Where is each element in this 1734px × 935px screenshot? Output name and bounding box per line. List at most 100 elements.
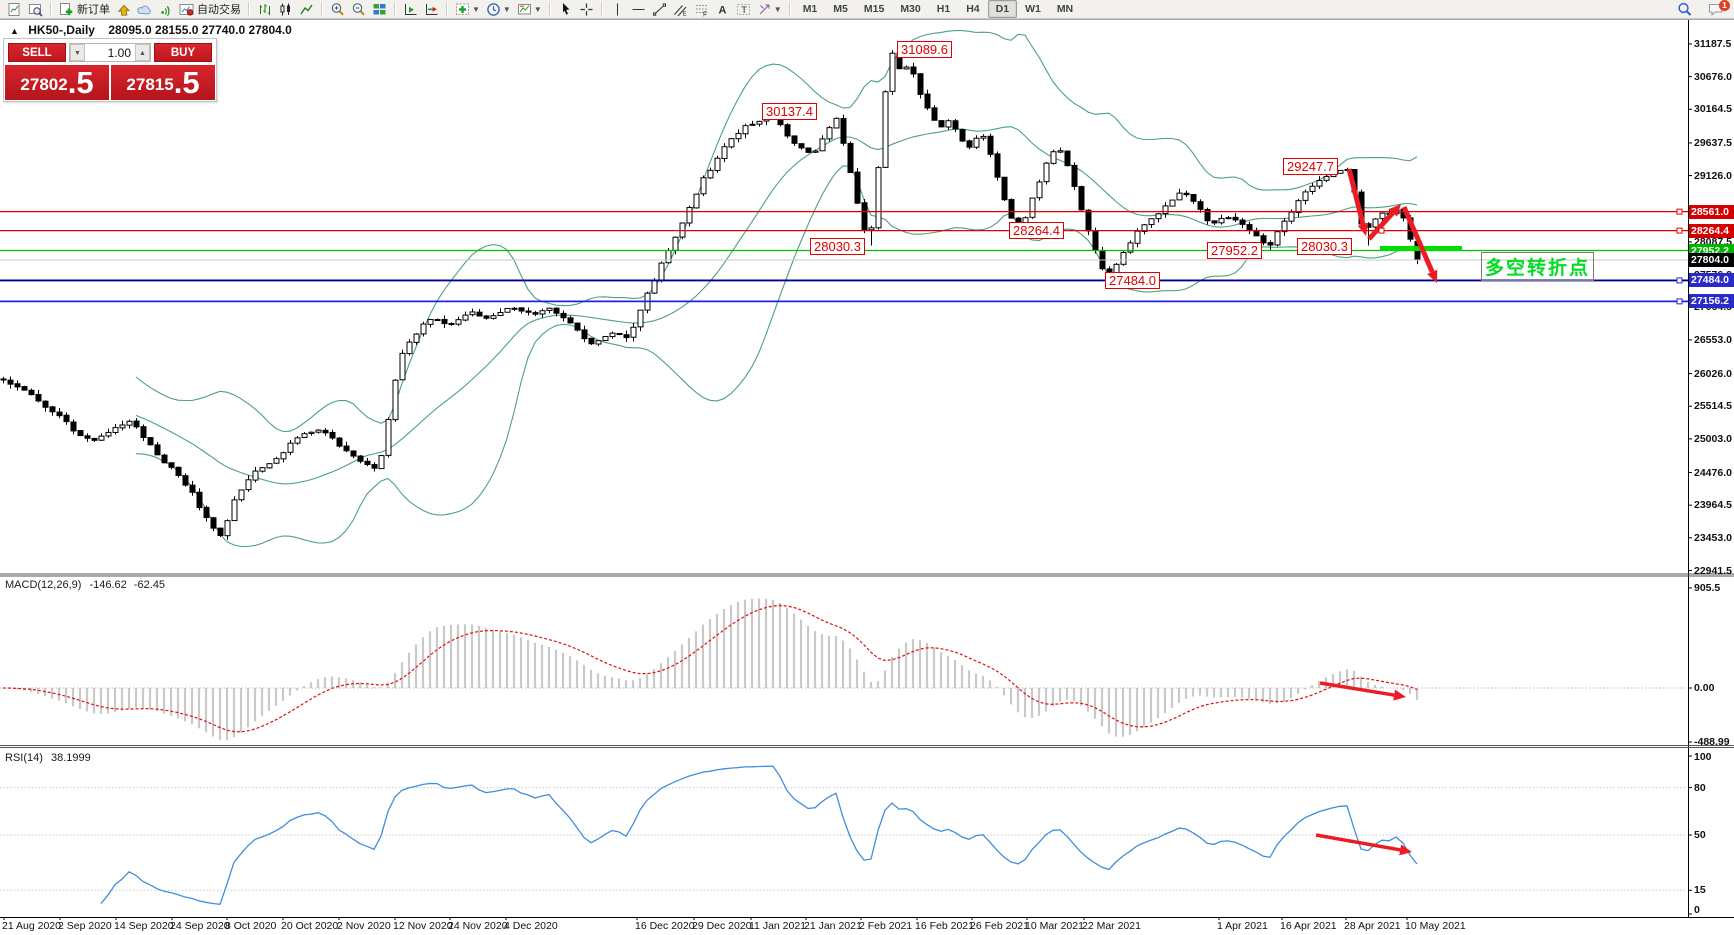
vertical-line-icon[interactable] bbox=[607, 0, 628, 19]
candle-body bbox=[497, 312, 504, 316]
candle-body bbox=[903, 66, 910, 70]
timeframe-h1-button[interactable]: H1 bbox=[936, 3, 951, 15]
object-handle[interactable] bbox=[1676, 208, 1683, 215]
candle-body bbox=[350, 450, 357, 457]
zoom-in-icon[interactable] bbox=[327, 0, 348, 19]
candle-body bbox=[147, 437, 154, 446]
profiles-icon[interactable] bbox=[25, 0, 46, 19]
trend-arrow[interactable] bbox=[1315, 833, 1401, 852]
fibonacci-icon[interactable]: F bbox=[691, 0, 712, 19]
candle-body bbox=[1204, 208, 1211, 222]
candle-body bbox=[567, 317, 574, 324]
object-handle[interactable] bbox=[1676, 298, 1683, 305]
candle-body bbox=[1113, 263, 1120, 280]
trend-arrowhead[interactable] bbox=[1357, 223, 1369, 236]
trend-arrowhead[interactable] bbox=[1399, 844, 1412, 856]
candle-body bbox=[588, 337, 595, 345]
one-click-trading-panel: SELL ▼ 1.00 ▲ BUY 27802 .5 27815 .5 bbox=[3, 38, 217, 102]
sell-price[interactable]: 27802 .5 bbox=[5, 65, 109, 100]
candle-body bbox=[1183, 192, 1190, 196]
timeframe-mn-button[interactable]: MN bbox=[1056, 3, 1074, 15]
buy-price[interactable]: 27815 .5 bbox=[111, 65, 215, 100]
volume-stepper: ▼ 1.00 ▲ bbox=[69, 43, 151, 62]
candle-body bbox=[1036, 181, 1043, 199]
shapes-icon[interactable]: ▼ bbox=[754, 0, 785, 19]
cloud-icon[interactable] bbox=[134, 0, 155, 19]
market-icon[interactable] bbox=[113, 0, 134, 19]
timeframe-m30-button[interactable]: M30 bbox=[900, 3, 921, 15]
candle-body bbox=[910, 66, 917, 75]
candle-body bbox=[1001, 176, 1008, 201]
trend-arrow[interactable] bbox=[1346, 168, 1366, 225]
trend-arrowhead[interactable] bbox=[1427, 269, 1438, 283]
trend-arrowhead[interactable] bbox=[1388, 204, 1401, 217]
buy-button[interactable]: BUY bbox=[154, 43, 212, 62]
candle-body bbox=[616, 332, 623, 335]
object-handle[interactable] bbox=[1676, 277, 1683, 284]
volume-input[interactable]: 1.00 bbox=[107, 46, 131, 60]
chart-window[interactable]: 31187.5 30676.0 30164.5 29637.5 29126.0 28087… bbox=[0, 19, 1734, 935]
candle-body bbox=[665, 250, 672, 264]
signals-icon[interactable] bbox=[155, 0, 176, 19]
autotrading-button[interactable]: 自动交易 bbox=[176, 0, 244, 19]
volume-increase-button[interactable]: ▲ bbox=[135, 44, 150, 61]
label-icon[interactable]: T bbox=[733, 0, 754, 19]
new-chart-icon[interactable] bbox=[4, 0, 25, 19]
volume-decrease-button[interactable]: ▼ bbox=[70, 44, 85, 61]
candle-body bbox=[637, 309, 644, 328]
trend-arrow[interactable] bbox=[1367, 211, 1395, 241]
search-icon[interactable] bbox=[1674, 0, 1695, 19]
dropdown-caret-icon[interactable]: ▼ bbox=[533, 4, 542, 14]
object-handle[interactable] bbox=[1676, 227, 1683, 234]
chart-shift-icon[interactable] bbox=[421, 0, 442, 19]
timeframe-m1-button[interactable]: M1 bbox=[802, 3, 818, 15]
tile-windows-icon[interactable] bbox=[369, 0, 390, 19]
candle-body bbox=[798, 143, 805, 149]
line-chart-icon[interactable] bbox=[296, 0, 317, 19]
new-order-button[interactable]: 新订单 bbox=[56, 0, 113, 19]
trendline-icon[interactable] bbox=[649, 0, 670, 19]
candle-body bbox=[329, 431, 336, 439]
timeframe-h4-button[interactable]: H4 bbox=[966, 3, 980, 15]
timeframe-m5-button[interactable]: M5 bbox=[833, 3, 848, 15]
timeframe-d1-button[interactable]: D1 bbox=[987, 0, 1018, 18]
trend-arrowhead[interactable] bbox=[1393, 689, 1406, 701]
object-handle[interactable] bbox=[1378, 227, 1385, 234]
candle-body bbox=[777, 116, 784, 126]
candle-body bbox=[1008, 199, 1015, 219]
templates-icon[interactable]: ▼ bbox=[514, 0, 545, 19]
collapse-icon[interactable]: ▲ bbox=[10, 26, 19, 36]
timeframe-w1-button[interactable]: W1 bbox=[1025, 3, 1041, 15]
candle-body bbox=[917, 73, 924, 95]
cursor-icon[interactable] bbox=[555, 0, 576, 19]
crosshair-icon[interactable] bbox=[576, 0, 597, 19]
sell-button[interactable]: SELL bbox=[8, 43, 66, 62]
dropdown-caret-icon[interactable]: ▼ bbox=[502, 4, 511, 14]
zoom-out-icon[interactable] bbox=[348, 0, 369, 19]
candle-body bbox=[994, 153, 1001, 178]
dropdown-caret-icon[interactable]: ▼ bbox=[773, 4, 782, 14]
auto-scroll-icon[interactable] bbox=[400, 0, 421, 19]
channel-icon[interactable]: E bbox=[670, 0, 691, 19]
annotation-note[interactable]: 多空转折点 bbox=[1481, 252, 1595, 281]
candle-body bbox=[609, 332, 616, 338]
candle-body bbox=[273, 458, 280, 464]
periods-icon[interactable]: ▼ bbox=[483, 0, 514, 19]
candle-body bbox=[1323, 176, 1330, 181]
trend-arrow[interactable] bbox=[1319, 681, 1395, 697]
candle-body bbox=[1085, 209, 1092, 232]
indicators-icon[interactable]: ▼ bbox=[452, 0, 483, 19]
horizontal-line-icon[interactable] bbox=[628, 0, 649, 19]
text-icon[interactable]: A bbox=[712, 0, 733, 19]
bar-chart-icon[interactable] bbox=[254, 0, 275, 19]
candle-body bbox=[756, 120, 763, 125]
candle-body bbox=[231, 499, 238, 522]
timeframe-m15-button[interactable]: M15 bbox=[863, 3, 885, 15]
trend-arrow[interactable] bbox=[1401, 206, 1435, 273]
candle-body bbox=[1057, 150, 1064, 153]
candle-body bbox=[735, 132, 742, 140]
candlestick-chart-icon[interactable] bbox=[275, 0, 296, 19]
candle-body bbox=[553, 307, 560, 314]
dropdown-caret-icon[interactable]: ▼ bbox=[472, 4, 480, 14]
chat-icon[interactable]: 1 bbox=[1705, 0, 1730, 19]
